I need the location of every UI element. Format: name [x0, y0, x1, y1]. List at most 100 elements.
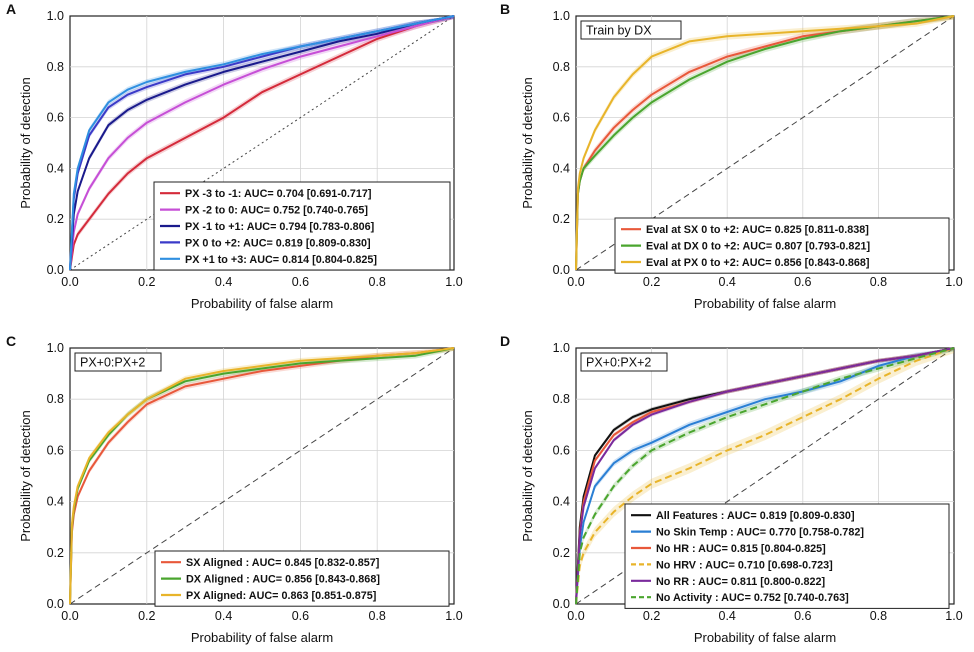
- x-tick-labels: 0.0 0.2 0.4 0.6 0.8 1.0: [61, 275, 462, 289]
- legend-frame: [153, 181, 451, 271]
- panel-letter-c: C: [6, 333, 16, 349]
- y-tick-label: 0.2: [553, 212, 570, 226]
- y-tick-label: 0.0: [47, 597, 64, 611]
- legend: Eval at SX 0 to +2: AUC= 0.825 [0.811-0.…: [614, 217, 950, 274]
- inset-label-box: PX+0:PX+2: [74, 352, 162, 372]
- inset-label: PX+0:PX+2: [586, 356, 651, 370]
- roc-curve: [575, 347, 955, 605]
- confidence-band: [70, 16, 454, 270]
- x-tick-label: 0.6: [794, 609, 811, 623]
- legend-entry: PX -3 to -1: AUC= 0.704 [0.691-0.717]: [185, 188, 372, 200]
- x-tick-label: 1.0: [945, 609, 962, 623]
- legend: PX -3 to -1: AUC= 0.704 [0.691-0.717] PX …: [153, 181, 451, 271]
- x-tick-label: 0.0: [567, 609, 584, 623]
- x-tick-label: 0.2: [643, 609, 660, 623]
- chance-line: [69, 347, 455, 605]
- legend: All Features : AUC= 0.819 [0.809-0.830] N…: [624, 503, 950, 609]
- x-tick-label: 0.0: [61, 275, 78, 289]
- roc-curve: [575, 347, 955, 605]
- panel-letter-a: A: [6, 1, 16, 17]
- y-tick-label: 0.4: [553, 161, 570, 175]
- panel-letter-b: B: [500, 1, 510, 17]
- y-tick-label: 0.6: [47, 111, 64, 125]
- y-tick-labels: 0.0 0.2 0.4 0.6 0.8 1.0: [47, 9, 64, 277]
- y-tick-label: 0.4: [553, 495, 570, 509]
- y-tick-label: 0.8: [47, 60, 64, 74]
- roc-curve: [575, 347, 955, 605]
- chance-line: [69, 15, 455, 271]
- panel-letter-d: D: [500, 333, 510, 349]
- legend-entry: SX Aligned : AUC= 0.845 [0.832-0.857]: [186, 557, 379, 569]
- legend-frame: [624, 503, 950, 609]
- y-tick-label: 1.0: [553, 341, 570, 355]
- roc-curve: [69, 15, 455, 271]
- y-tick-label: 0.4: [47, 495, 64, 509]
- legend: SX Aligned : AUC= 0.845 [0.832-0.857] DX …: [154, 550, 450, 607]
- chance-diagonal: [69, 347, 455, 605]
- x-tick-label: 0.4: [719, 609, 736, 623]
- y-tick-label: 0.4: [47, 161, 64, 175]
- y-axis-label: Probability of detection: [18, 410, 33, 542]
- legend-entry: PX -1 to +1: AUC= 0.794 [0.783-0.806]: [185, 221, 374, 233]
- x-tick-label: 0.8: [870, 275, 887, 289]
- legend-entry: No RR : AUC= 0.811 [0.800-0.822]: [656, 576, 825, 588]
- y-tick-labels: 0.0 0.2 0.4 0.6 0.8 1.0: [553, 9, 570, 277]
- legend-entry: DX Aligned : AUC= 0.856 [0.843-0.868]: [186, 574, 380, 586]
- y-tick-label: 0.6: [553, 111, 570, 125]
- legend-frame: [154, 550, 450, 607]
- x-tick-label: 0.6: [794, 275, 811, 289]
- y-tick-label: 0.8: [47, 392, 64, 406]
- x-tick-label: 1.0: [445, 275, 462, 289]
- x-tick-label: 0.8: [369, 609, 386, 623]
- x-tick-label: 0.8: [369, 275, 386, 289]
- x-tick-label: 0.8: [870, 609, 887, 623]
- x-tick-label: 0.0: [567, 275, 584, 289]
- y-tick-labels: 0.0 0.2 0.4 0.6 0.8 1.0: [553, 341, 570, 611]
- x-tick-label: 0.4: [719, 275, 736, 289]
- confidence-band: [70, 16, 454, 270]
- roc-curves: [69, 15, 455, 271]
- legend-entry: No Activity : AUC= 0.752 [0.740-0.763]: [656, 592, 849, 604]
- legend-entry: PX 0 to +2: AUC= 0.819 [0.809-0.830]: [185, 237, 371, 249]
- y-axis-label: Probability of detection: [520, 77, 535, 209]
- x-tick-labels: 0.0 0.2 0.4 0.6 0.8 1.0: [567, 275, 962, 289]
- x-tick-label: 0.0: [61, 609, 78, 623]
- x-tick-label: 0.2: [138, 609, 155, 623]
- inset-label: Train by DX: [586, 24, 652, 38]
- legend-entry: Eval at DX 0 to +2: AUC= 0.807 [0.793-0.…: [646, 241, 870, 253]
- y-tick-label: 0.0: [553, 263, 570, 277]
- legend-entry: PX Aligned: AUC= 0.863 [0.851-0.875]: [186, 590, 376, 602]
- y-tick-label: 0.8: [553, 392, 570, 406]
- legend-entry: No Skin Temp : AUC= 0.770 [0.758-0.782]: [656, 527, 864, 539]
- chance-line: [575, 347, 955, 605]
- legend-entry: PX -2 to 0: AUC= 0.752 [0.740-0.765]: [185, 205, 368, 217]
- y-axis-label: Probability of detection: [18, 77, 33, 209]
- confidence-bands: [70, 16, 454, 270]
- roc-curve: [69, 347, 455, 605]
- x-tick-label: 0.6: [292, 275, 309, 289]
- y-tick-label: 0.0: [47, 263, 64, 277]
- y-tick-labels: 0.0 0.2 0.4 0.6 0.8 1.0: [47, 341, 64, 611]
- y-axis-label: Probability of detection: [520, 410, 535, 542]
- inset-label-frame: [580, 20, 682, 40]
- y-tick-label: 0.2: [553, 546, 570, 560]
- roc-curve: [69, 15, 455, 271]
- confidence-band: [70, 16, 454, 270]
- legend-entry: PX +1 to +3: AUC= 0.814 [0.804-0.825]: [185, 254, 377, 266]
- y-tick-label: 1.0: [47, 9, 64, 23]
- x-tick-label: 1.0: [945, 275, 962, 289]
- roc-curve: [69, 15, 455, 271]
- y-tick-label: 1.0: [47, 341, 64, 355]
- inset-label: PX+0:PX+2: [80, 356, 145, 370]
- y-tick-label: 0.8: [553, 60, 570, 74]
- roc-curve: [575, 15, 955, 271]
- chance-diagonal: [575, 347, 955, 605]
- legend-entry: All Features : AUC= 0.819 [0.809-0.830]: [656, 510, 855, 522]
- panel-b: B 0.0 0.2 0.4 0.6 0.8 1.0 0.00.20.40.60.81.0 …: [500, 1, 963, 311]
- y-tick-label: 0.2: [47, 546, 64, 560]
- x-axis-label: Probability of false alarm: [694, 296, 836, 311]
- y-tick-label: 0.2: [47, 212, 64, 226]
- y-tick-label: 0.0: [553, 597, 570, 611]
- x-tick-label: 0.6: [292, 609, 309, 623]
- panel-d: D 0.0 0.2 0.4 0.6 0.8 1.0 0.00.20.40.60.81.0 …: [500, 333, 963, 645]
